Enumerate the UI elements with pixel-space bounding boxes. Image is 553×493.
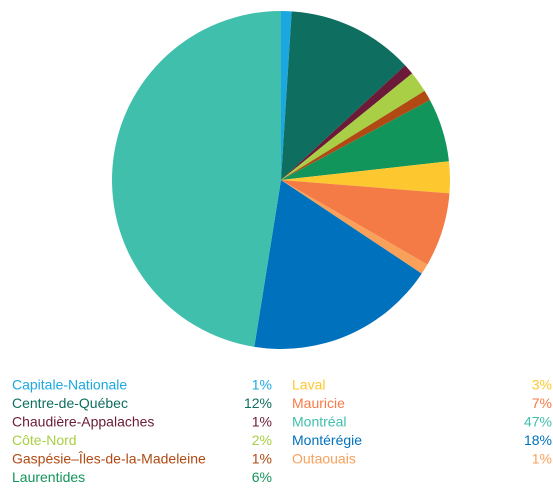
legend-label: Laval [292,377,325,393]
pie-slice [281,73,425,180]
legend-label: Laurentides [12,469,85,485]
legend-label: Capitale-Nationale [12,377,127,393]
pie-slice [111,11,282,347]
pie-slice [281,11,292,180]
legend-label: Chaudière-Appalaches [12,414,154,430]
pie-slice [254,180,422,349]
legend-value: 47% [524,414,552,430]
pie-slice [281,100,449,180]
legend-label: Gaspésie–Îles-de-la-Madeleine [12,451,206,467]
legend-value: 1% [252,377,272,393]
legend-value: 3% [532,377,552,393]
pie-slice [281,161,451,194]
pie-slice [281,180,450,265]
legend-label: Côte-Nord [12,432,77,448]
legend-label: Centre-de-Québec [12,395,128,411]
legend-value: 1% [252,414,272,430]
legend-label: Montérégie [292,432,362,448]
pie-slice [281,65,413,180]
legend-value: 12% [244,395,272,411]
pie-slice [281,180,428,274]
pie-slice [281,11,406,180]
legend-label: Outaouais [292,451,356,467]
legend-label: Mauricie [292,395,345,411]
legend-value: 7% [532,395,552,411]
pie-slice [281,90,430,180]
legend-value: 6% [252,469,272,485]
legend-value: 2% [252,432,272,448]
legend-label: Montréal [292,414,346,430]
legend-value: 18% [524,432,552,448]
legend-value: 1% [532,451,552,467]
legend-value: 1% [252,451,272,467]
